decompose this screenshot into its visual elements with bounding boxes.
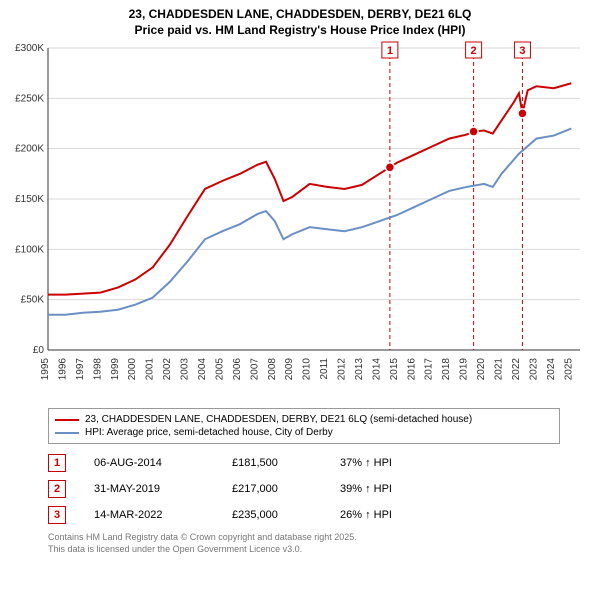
legend-swatch-blue	[55, 432, 79, 434]
svg-text:2022: 2022	[511, 358, 522, 381]
marker-row-1: 1 06-AUG-2014 £181,500 37% ↑ HPI	[48, 450, 560, 476]
marker-pct-2: 39% ↑ HPI	[340, 483, 420, 495]
svg-text:£200K: £200K	[15, 144, 44, 155]
legend-swatch-red	[55, 419, 79, 421]
title-line-1: 23, CHADDESDEN LANE, CHADDESDEN, DERBY, …	[0, 6, 600, 22]
svg-text:2002: 2002	[162, 358, 173, 381]
svg-text:2004: 2004	[197, 358, 208, 381]
chart-svg: £0 £50K £100K £150K £200K £250K £300K 1995 1996 1…	[10, 40, 590, 400]
svg-text:3: 3	[519, 45, 525, 57]
svg-text:1: 1	[387, 45, 393, 57]
svg-text:2020: 2020	[476, 358, 487, 381]
marker-price-1: £181,500	[232, 457, 312, 469]
svg-text:1998: 1998	[92, 358, 103, 381]
svg-text:2021: 2021	[494, 358, 505, 381]
svg-text:2003: 2003	[180, 358, 191, 381]
marker-badge-1: 1	[48, 454, 66, 472]
svg-text:2010: 2010	[302, 358, 313, 381]
footer-line-1: Contains HM Land Registry data © Crown c…	[48, 532, 560, 544]
legend-row-blue: HPI: Average price, semi-detached house,…	[55, 426, 553, 439]
title-line-2: Price paid vs. HM Land Registry's House …	[0, 22, 600, 38]
svg-text:2011: 2011	[319, 358, 330, 380]
svg-text:2000: 2000	[127, 358, 138, 381]
svg-text:2008: 2008	[267, 358, 278, 381]
svg-text:£50K: £50K	[21, 295, 45, 306]
svg-text:2001: 2001	[145, 358, 156, 381]
svg-text:2009: 2009	[284, 358, 295, 381]
marker-badge-3: 3	[48, 506, 66, 524]
svg-text:2012: 2012	[337, 358, 348, 381]
marker-pct-1: 37% ↑ HPI	[340, 457, 420, 469]
marker-row-2: 2 31-MAY-2019 £217,000 39% ↑ HPI	[48, 476, 560, 502]
svg-text:2005: 2005	[214, 358, 225, 381]
legend-label-blue: HPI: Average price, semi-detached house,…	[85, 427, 333, 438]
svg-text:2018: 2018	[441, 358, 452, 381]
svg-text:2017: 2017	[424, 358, 435, 381]
price-chart: £0 £50K £100K £150K £200K £250K £300K 1995 1996 1…	[10, 40, 590, 400]
marker-date-2: 31-MAY-2019	[94, 483, 204, 495]
marker-date-3: 14-MAR-2022	[94, 509, 204, 521]
svg-text:2014: 2014	[371, 358, 382, 381]
footer-line-2: This data is licensed under the Open Gov…	[48, 544, 560, 556]
svg-text:1999: 1999	[110, 358, 121, 381]
svg-text:£250K: £250K	[15, 94, 44, 105]
svg-text:2019: 2019	[459, 358, 470, 381]
svg-text:£0: £0	[33, 345, 45, 356]
svg-text:2: 2	[471, 45, 477, 57]
marker-price-2: £217,000	[232, 483, 312, 495]
svg-text:2013: 2013	[354, 358, 365, 381]
svg-text:1997: 1997	[75, 358, 86, 381]
marker-price-3: £235,000	[232, 509, 312, 521]
svg-text:2007: 2007	[249, 358, 260, 381]
svg-text:2016: 2016	[406, 358, 417, 381]
svg-text:2015: 2015	[389, 358, 400, 381]
legend: 23, CHADDESDEN LANE, CHADDESDEN, DERBY, …	[48, 408, 560, 444]
footer: Contains HM Land Registry data © Crown c…	[48, 532, 560, 555]
svg-text:£150K: £150K	[15, 194, 44, 205]
marker-pct-3: 26% ↑ HPI	[340, 509, 420, 521]
markers-table: 1 06-AUG-2014 £181,500 37% ↑ HPI 2 31-MA…	[48, 450, 560, 528]
chart-title-block: 23, CHADDESDEN LANE, CHADDESDEN, DERBY, …	[0, 0, 600, 40]
svg-text:£100K: £100K	[15, 245, 44, 256]
svg-text:1996: 1996	[57, 358, 68, 381]
svg-text:2006: 2006	[232, 358, 243, 381]
legend-label-red: 23, CHADDESDEN LANE, CHADDESDEN, DERBY, …	[85, 414, 472, 425]
marker-date-1: 06-AUG-2014	[94, 457, 204, 469]
svg-text:1995: 1995	[40, 358, 51, 381]
svg-text:2023: 2023	[528, 358, 539, 381]
svg-text:2025: 2025	[563, 358, 574, 381]
svg-text:2024: 2024	[546, 358, 557, 381]
marker-badge-2: 2	[48, 480, 66, 498]
marker-row-3: 3 14-MAR-2022 £235,000 26% ↑ HPI	[48, 502, 560, 528]
svg-text:£300K: £300K	[15, 43, 44, 54]
legend-row-red: 23, CHADDESDEN LANE, CHADDESDEN, DERBY, …	[55, 413, 553, 426]
